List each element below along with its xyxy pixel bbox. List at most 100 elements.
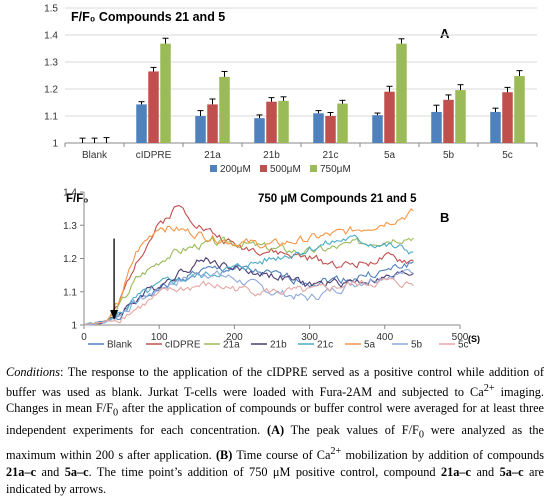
bar [396, 43, 407, 143]
bar [325, 116, 336, 143]
caption-text: Time course of Ca [232, 448, 331, 463]
legend-label: 21c [317, 340, 333, 351]
chart-a-panel-label: A [440, 26, 450, 41]
y-tick-label: 1.2 [44, 85, 58, 96]
x-tick-label: 300 [301, 332, 318, 343]
x-tick-label: 100 [151, 332, 168, 343]
legend-label: 500μM [270, 164, 301, 175]
series-line [84, 205, 414, 326]
chart-a-title: F/F₀ Compounds 21 and 5 [71, 10, 225, 24]
x-tick-label: Blank [82, 150, 108, 161]
bar [372, 115, 383, 143]
y-tick-label: 1.1 [63, 287, 77, 298]
caption-text: The peak values of F/F [284, 423, 419, 438]
x-tick-label: 5b [443, 150, 455, 161]
bar [431, 111, 442, 143]
caption-text: and [36, 465, 65, 480]
arrow-marker [110, 238, 119, 321]
y-tick-label: 1.1 [44, 112, 58, 123]
y-tick-label: 1.3 [44, 58, 58, 69]
legend-label: 5b [411, 340, 423, 351]
figure-caption: Conditions: The response to the applicat… [6, 364, 544, 497]
y-tick-label: 1.2 [63, 254, 77, 265]
legend-label: 21b [270, 340, 287, 351]
x-tick-label: 400 [376, 332, 393, 343]
y-tick-label: 1.3 [63, 221, 77, 232]
legend-label: 5c [458, 340, 469, 351]
x-tick-label: 500 [452, 332, 469, 343]
chart-b-legend: Blank cIDPRE 21a 21b 21c 5a 5b 5c [88, 340, 469, 351]
legend-swatch [260, 165, 267, 172]
bar [254, 118, 265, 143]
bar [502, 92, 513, 143]
series-line [83, 208, 414, 326]
caption-superscript: 2+ [483, 382, 495, 394]
caption-label-a: (A) [267, 423, 285, 438]
bar [455, 90, 466, 143]
x-tick-label: 0 [81, 332, 87, 343]
caption-text: were analyzed as the maximum within 200 … [6, 423, 545, 463]
bar [337, 103, 348, 143]
legend-swatch [210, 165, 217, 172]
caption-text: mobilization by addition of compounds [341, 448, 545, 463]
caption-compound: 5a–c [499, 465, 524, 480]
caption-label-b: (B) [215, 448, 233, 463]
caption-compound: 21a–c [6, 465, 37, 480]
x-tick-label: 5a [384, 150, 396, 161]
legend-label: Blank [107, 340, 133, 351]
bar [278, 100, 289, 143]
series-line [83, 234, 414, 326]
x-axis-unit: (S) [468, 334, 480, 344]
bar [313, 113, 324, 143]
chart-b-title: 750 μM Compounds 21 and 5 [258, 193, 417, 205]
caption-conditions-label: Conditions [6, 365, 60, 379]
bar [136, 104, 147, 143]
x-tick-label: 21b [263, 150, 280, 161]
legend-label: cIDPRE [165, 340, 201, 351]
x-tick-label: 21c [322, 150, 338, 161]
bar-chart-panel-a: F/F₀ Compounds 21 and 5 A 1 1.1 1.2 1.3 1.4 1… [44, 4, 538, 175]
caption-superscript: 2+ [330, 446, 342, 458]
series-line [83, 256, 414, 326]
bar [266, 101, 277, 143]
x-tick-label: 21a [204, 150, 221, 161]
chart-b-ylabel: F/F₀ [66, 193, 88, 205]
series-line [83, 277, 414, 326]
arrow-head [110, 310, 119, 321]
caption-compound: 21a–c [440, 465, 472, 480]
caption-text: imaging. Changes in mean F/F [6, 384, 544, 416]
legend-label: 5a [364, 340, 376, 351]
caption-text: after the application of compounds or bu… [6, 401, 544, 438]
y-tick-label: 1.5 [44, 4, 58, 15]
caption-compound: 5a–c [64, 465, 89, 480]
chart-b-axes: 1 1.1 1.2 1.3 1.4 0 100 200 300 400 500 (S) [63, 188, 480, 345]
bar [219, 76, 230, 143]
caption-text: : The response to the application of the… [6, 365, 544, 399]
legend-label: 21a [223, 340, 240, 351]
caption-text: . The time point’s addition of 750 μM po… [88, 465, 441, 480]
chart-a-legend: 200μM 500μM 750μM [210, 164, 351, 175]
chart-a-bars [79, 37, 525, 143]
legend-label: 750μM [320, 164, 351, 175]
bar [195, 116, 206, 143]
y-tick-label: 1 [71, 321, 77, 332]
caption-subscript: 0 [418, 429, 425, 441]
y-tick-label: 1.4 [63, 188, 77, 199]
chart-b-panel-label: B [440, 210, 449, 225]
bar [443, 99, 454, 143]
bar [490, 111, 501, 143]
line-chart-panel-b: F/F₀ 750 μM Compounds 21 and 5 B 1 1.1 1.2… [63, 188, 480, 351]
bar [160, 43, 171, 143]
y-tick-label: 1 [52, 139, 58, 150]
legend-label: 200μM [220, 164, 251, 175]
caption-text: and [471, 465, 500, 480]
legend-swatch [310, 165, 317, 172]
x-tick-label: 200 [226, 332, 243, 343]
caption-subscript: 0 [113, 407, 119, 419]
chart-b-lines [83, 205, 414, 326]
y-tick-label: 1.4 [44, 31, 58, 42]
bar [148, 71, 159, 143]
x-tick-label: 5c [502, 150, 513, 161]
bar [384, 91, 395, 143]
bar [207, 104, 218, 143]
